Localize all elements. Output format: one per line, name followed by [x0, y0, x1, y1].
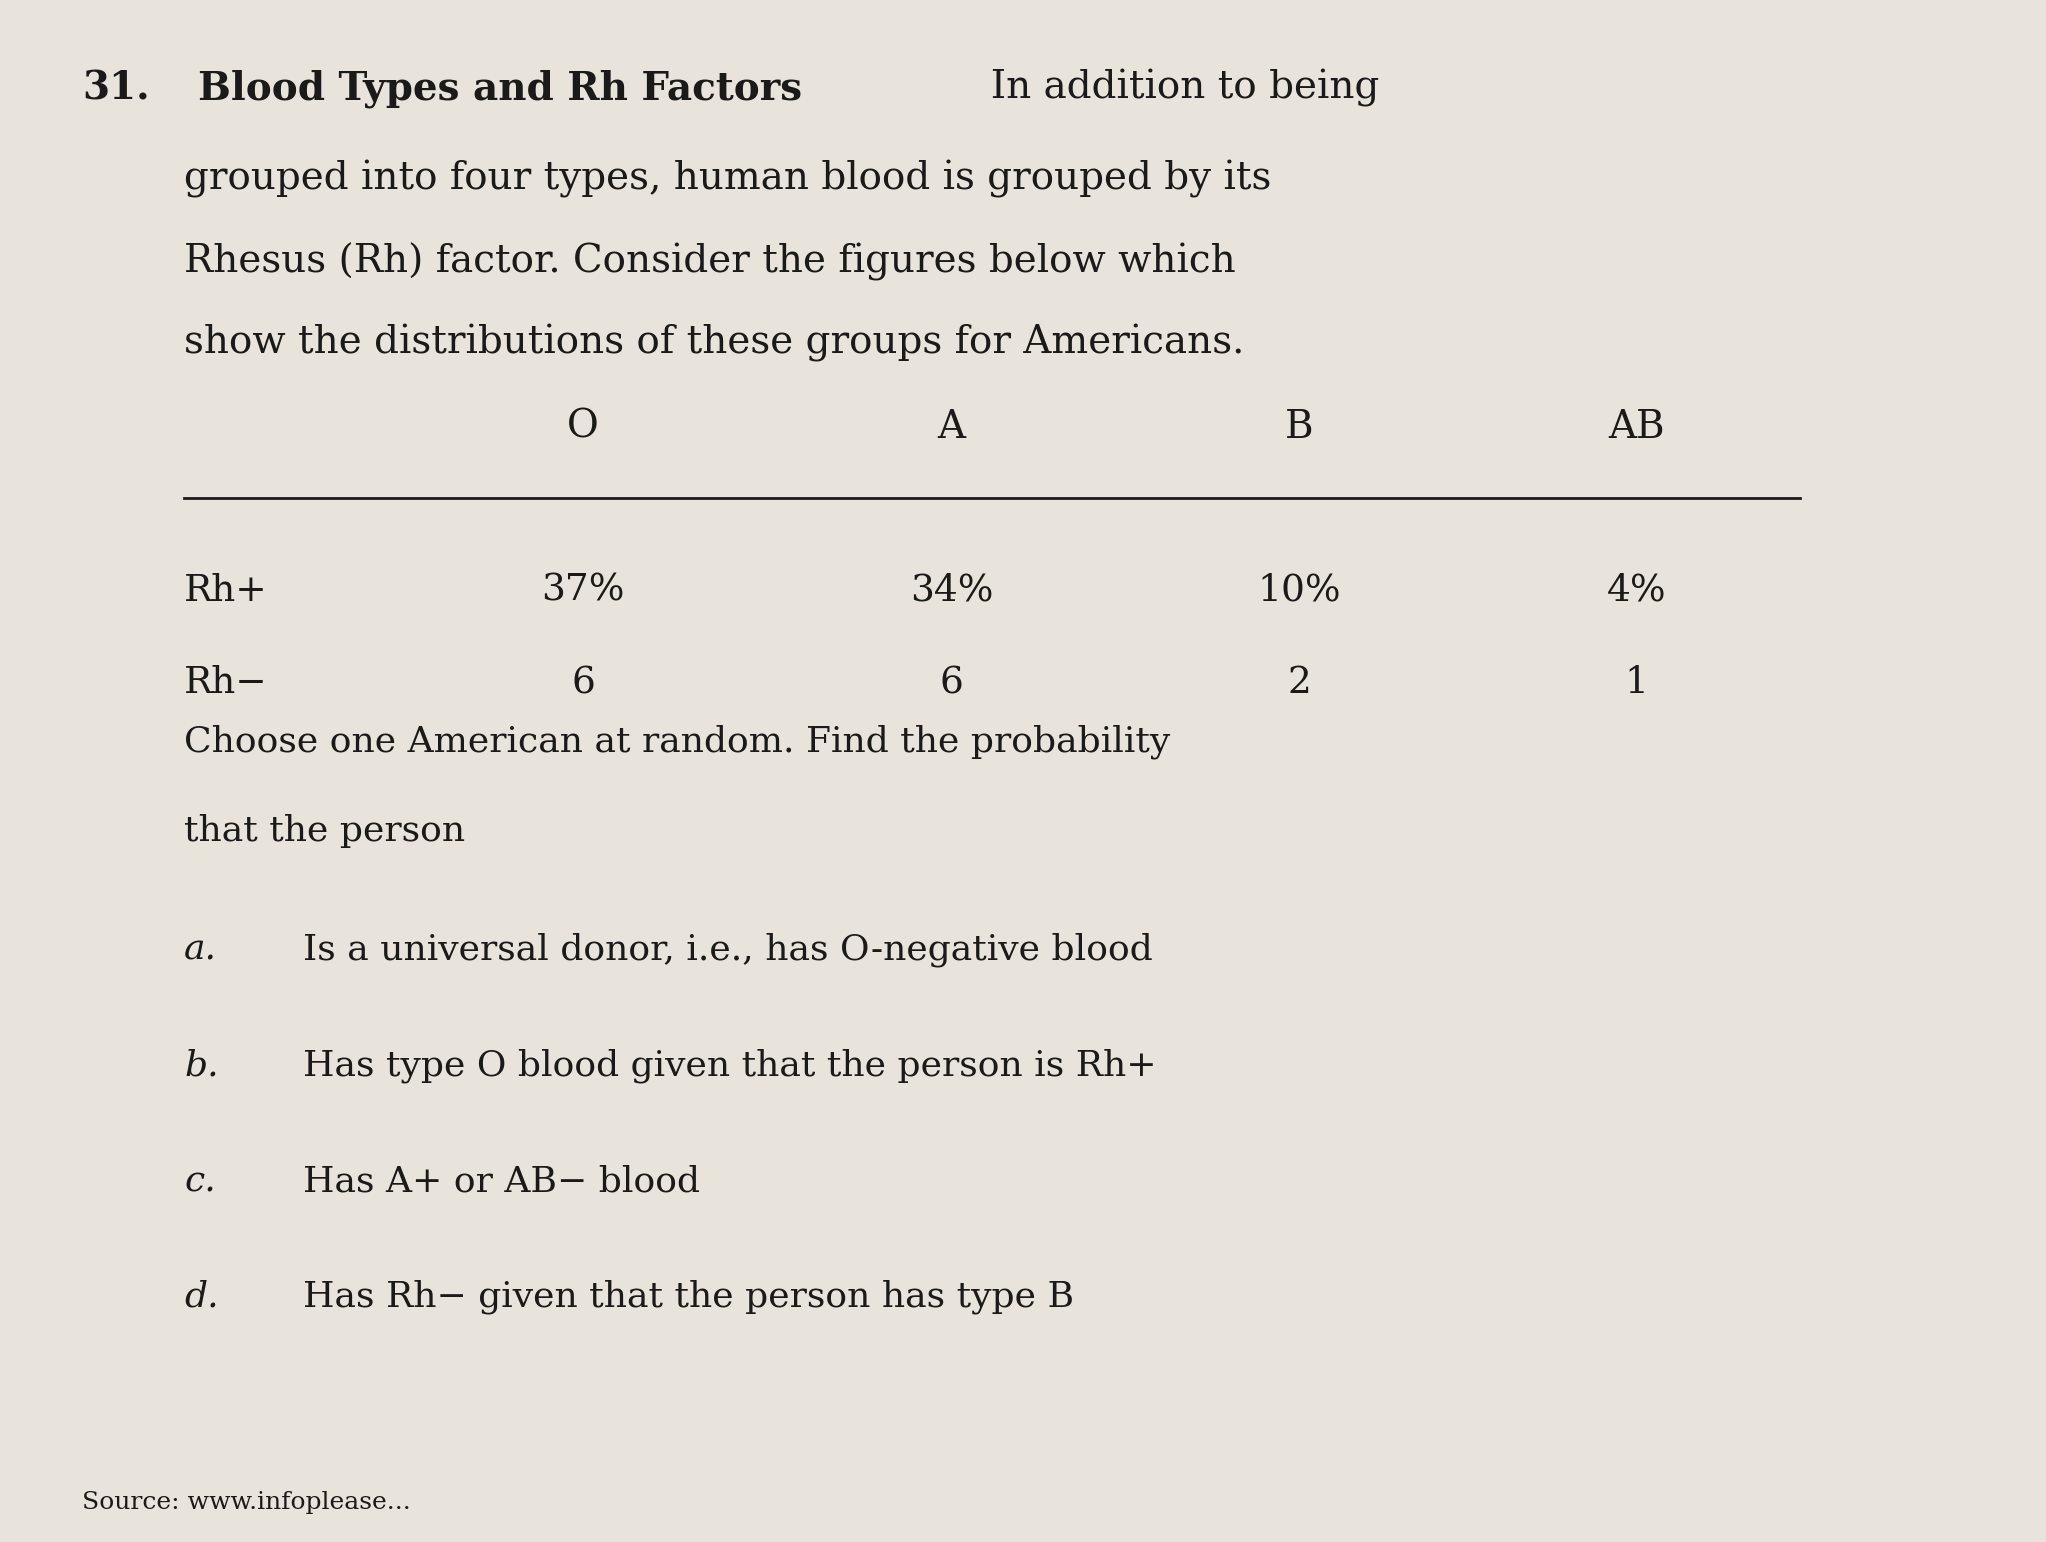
Text: 6: 6	[939, 665, 964, 702]
Text: 37%: 37%	[542, 572, 624, 609]
Text: Is a universal donor, i.e., has O-negative blood: Is a universal donor, i.e., has O-negati…	[303, 933, 1152, 967]
Text: 34%: 34%	[910, 572, 992, 609]
Text: In addition to being: In addition to being	[966, 69, 1379, 108]
Text: Has A+ or AB− blood: Has A+ or AB− blood	[303, 1164, 700, 1198]
Text: 31.: 31.	[82, 69, 149, 108]
Text: that the person: that the person	[184, 814, 464, 848]
Text: AB: AB	[1608, 409, 1665, 446]
Text: Choose one American at random. Find the probability: Choose one American at random. Find the …	[184, 725, 1170, 759]
Text: Has Rh− given that the person has type B: Has Rh− given that the person has type B	[303, 1280, 1074, 1314]
Text: 10%: 10%	[1258, 572, 1340, 609]
Text: c.: c.	[184, 1164, 217, 1198]
Text: Rh+: Rh+	[184, 572, 268, 609]
Text: A: A	[937, 409, 966, 446]
Text: 2: 2	[1287, 665, 1311, 702]
Text: d.: d.	[184, 1280, 219, 1314]
Text: O: O	[567, 409, 599, 446]
Text: 6: 6	[571, 665, 595, 702]
Text: b.: b.	[184, 1049, 219, 1082]
Text: 4%: 4%	[1606, 572, 1667, 609]
Text: grouped into four types, human blood is grouped by its: grouped into four types, human blood is …	[184, 160, 1271, 199]
Text: Rhesus (Rh) factor. Consider the figures below which: Rhesus (Rh) factor. Consider the figures…	[184, 242, 1236, 281]
Text: 1: 1	[1625, 665, 1649, 702]
Text: Rh−: Rh−	[184, 665, 268, 702]
Text: Has type O blood given that the person is Rh+: Has type O blood given that the person i…	[303, 1049, 1156, 1082]
Text: Blood Types and Rh Factors: Blood Types and Rh Factors	[198, 69, 802, 108]
Text: a.: a.	[184, 933, 217, 967]
Text: show the distributions of these groups for Americans.: show the distributions of these groups f…	[184, 324, 1244, 362]
Text: B: B	[1285, 409, 1314, 446]
Text: Source: www.infoplease...: Source: www.infoplease...	[82, 1491, 411, 1514]
